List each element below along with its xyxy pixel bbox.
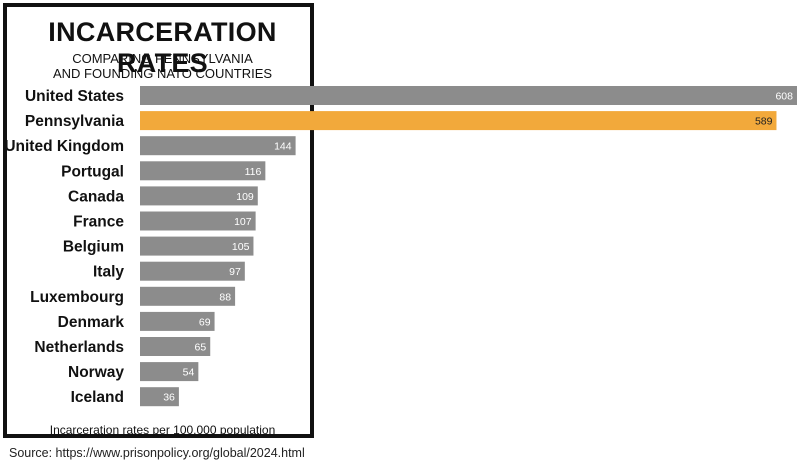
value-label: 109 — [236, 191, 254, 203]
category-label: United Kingdom — [4, 138, 124, 155]
category-label: Portugal — [61, 163, 124, 180]
category-label: Italy — [93, 264, 124, 281]
value-label: 88 — [219, 291, 231, 303]
bar-portugal — [140, 161, 266, 181]
bar-iceland — [140, 387, 179, 407]
chart-title: INCARCERATION RATES — [48, 17, 277, 78]
bar-pennsylvania — [140, 111, 777, 131]
chart-subtitle: COMPARING PENNSYLVANIA AND FOUNDING NATO… — [7, 51, 318, 81]
bar-belgium — [140, 236, 254, 256]
category-label: France — [73, 214, 124, 231]
category-label: Iceland — [71, 389, 124, 406]
value-label: 105 — [232, 241, 250, 253]
chart-subtitle-line-1: COMPARING PENNSYLVANIA — [72, 51, 253, 66]
category-label: United States — [25, 88, 124, 105]
value-label: 36 — [163, 392, 175, 404]
bar-italy — [140, 261, 245, 281]
source-note: Source: https://www.prisonpolicy.org/glo… — [9, 446, 305, 460]
value-label: 54 — [183, 367, 195, 379]
bar-denmark — [140, 311, 215, 331]
category-label: Denmark — [58, 314, 125, 331]
bar-united-kingdom — [140, 136, 296, 156]
bar-norway — [140, 362, 199, 382]
chart-subtitle-line-2: AND FOUNDING NATO COUNTRIES — [52, 66, 273, 81]
value-label: 69 — [199, 316, 211, 328]
category-label: Netherlands — [34, 339, 124, 356]
value-label: 608 — [775, 91, 793, 103]
category-label: Pennsylvania — [25, 113, 124, 130]
bar-united-states — [140, 86, 797, 105]
value-label: 107 — [234, 216, 252, 228]
value-label: 97 — [229, 266, 241, 278]
chart-footnote: Incarceration rates per 100,000 populati… — [49, 423, 276, 437]
value-label: 589 — [755, 116, 773, 128]
category-label: Norway — [68, 364, 124, 381]
title-panel: INCARCERATION RATES COMPARING PENNSYLVAN… — [3, 3, 314, 438]
category-label: Luxembourg — [30, 289, 124, 306]
value-label: 144 — [274, 141, 292, 153]
category-label: Belgium — [63, 239, 124, 256]
category-label: Canada — [68, 188, 124, 205]
bar-luxembourg — [140, 286, 236, 306]
value-label: 116 — [245, 166, 262, 178]
bar-netherlands — [140, 337, 211, 356]
bar-canada — [140, 186, 258, 206]
bar-france — [140, 211, 256, 231]
value-label: 65 — [195, 342, 207, 354]
